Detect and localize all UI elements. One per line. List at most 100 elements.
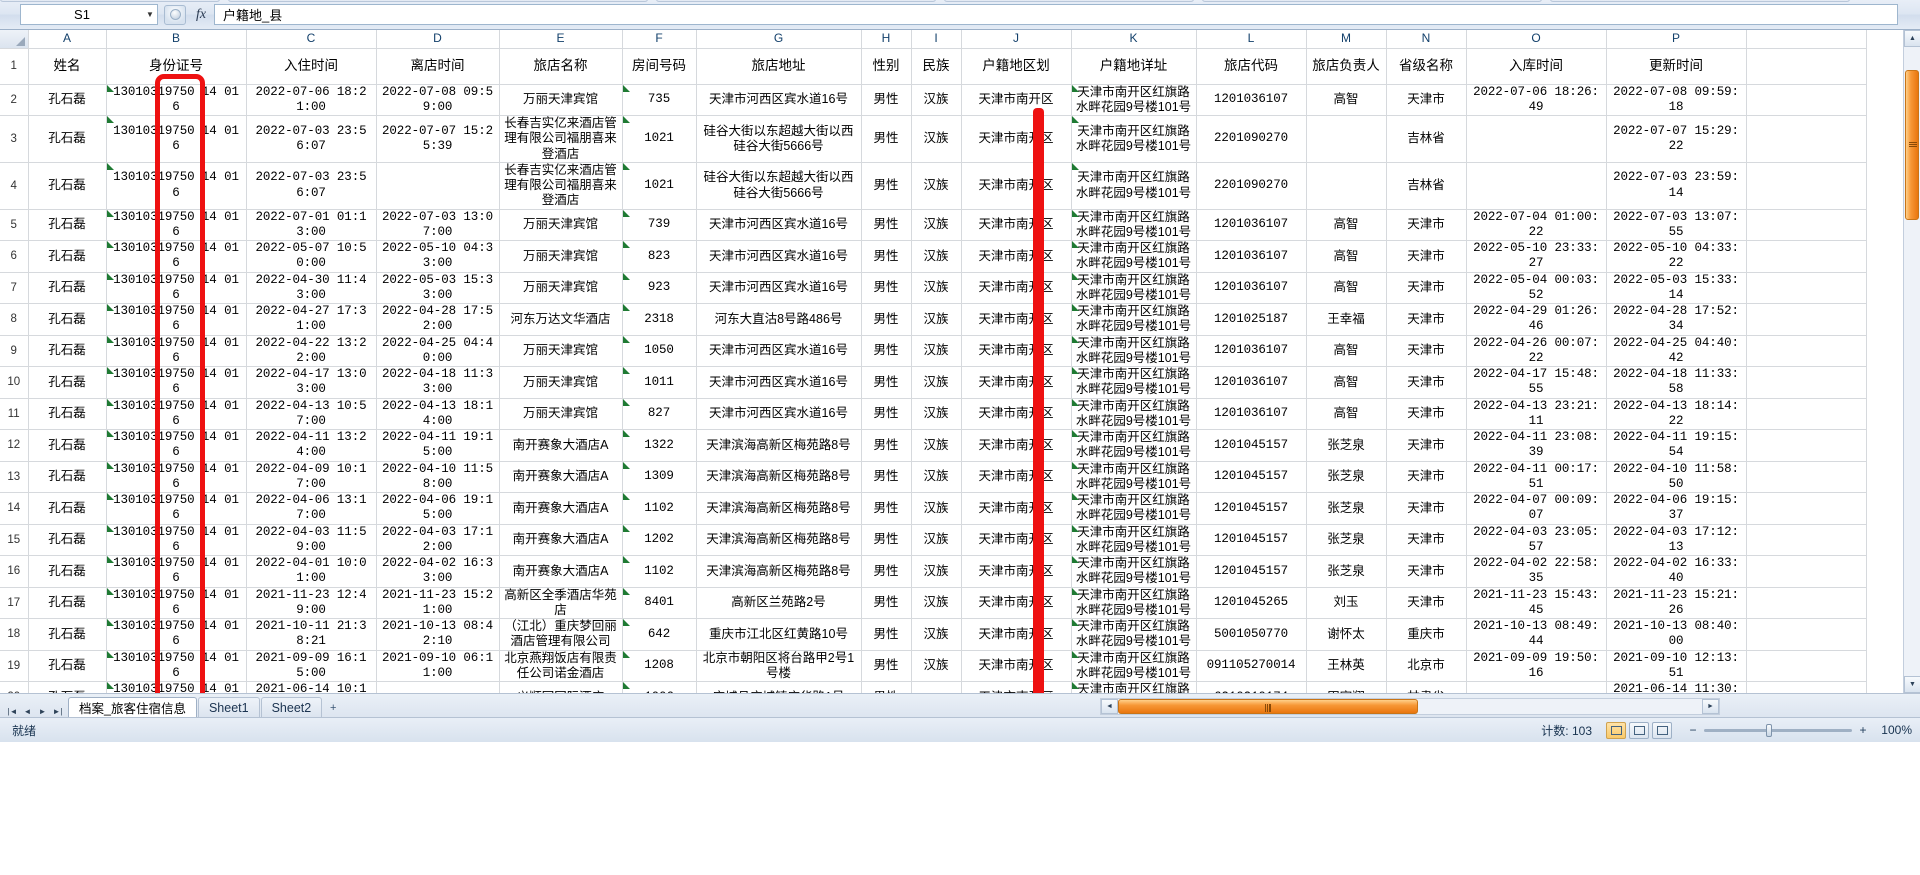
- cell-P9[interactable]: 2022-04-25 04:40:42: [1606, 335, 1747, 367]
- cell-L10[interactable]: 1201036107: [1196, 366, 1307, 399]
- cell-B2[interactable]: 13010319750 14 016: [106, 84, 247, 116]
- cell-O8[interactable]: 2022-04-29 01:26:46: [1466, 303, 1607, 336]
- cell-J18[interactable]: 天津市南开区: [961, 618, 1072, 651]
- cell-H17[interactable]: 男性: [861, 587, 912, 619]
- cell-P8[interactable]: 2022-04-28 17:52:34: [1606, 303, 1747, 336]
- cell-K17[interactable]: 天津市南开区红旗路水畔花园9号楼101号: [1071, 587, 1197, 619]
- cell-E10[interactable]: 万丽天津宾馆: [499, 366, 623, 399]
- cell-O15[interactable]: 2022-04-03 23:05:57: [1466, 524, 1607, 556]
- cell-O20[interactable]: [1466, 681, 1607, 693]
- header-cell-I1[interactable]: 民族: [911, 48, 962, 85]
- view-normal-button[interactable]: [1606, 721, 1626, 739]
- cell-L12[interactable]: 1201045157: [1196, 429, 1307, 462]
- header-cell-D1[interactable]: 离店时间: [376, 48, 500, 85]
- cell-L19[interactable]: 091105270014: [1196, 650, 1307, 682]
- cell-J4[interactable]: 天津市南开区: [961, 162, 1072, 210]
- cell-F12[interactable]: 1322: [622, 429, 697, 462]
- cell-P20[interactable]: 2021-06-14 11:30:38: [1606, 681, 1747, 693]
- cell-E11[interactable]: 万丽天津宾馆: [499, 398, 623, 430]
- cell-G14[interactable]: 天津滨海高新区梅苑路8号: [696, 492, 862, 525]
- cell-J7[interactable]: 天津市南开区: [961, 272, 1072, 304]
- cell-A6[interactable]: 孔石磊: [28, 240, 107, 273]
- column-header-D[interactable]: D: [376, 30, 500, 49]
- cell-L9[interactable]: 1201036107: [1196, 335, 1307, 367]
- cell-D13[interactable]: 2022-04-10 11:58:00: [376, 461, 500, 493]
- cell-spill-14[interactable]: [1746, 492, 1867, 525]
- cell-B18[interactable]: 13010319750 14 016: [106, 618, 247, 651]
- cell-I17[interactable]: 汉族: [911, 587, 962, 619]
- cell-B6[interactable]: 13010319750 14 016: [106, 240, 247, 273]
- cell-K5[interactable]: 天津市南开区红旗路水畔花园9号楼101号: [1071, 209, 1197, 241]
- row-header-15[interactable]: 15: [0, 524, 29, 556]
- cell-E8[interactable]: 河东万达文华酒店: [499, 303, 623, 336]
- cell-P3[interactable]: 2022-07-07 15:29:22: [1606, 115, 1747, 163]
- cell-A2[interactable]: 孔石磊: [28, 84, 107, 116]
- cell-F6[interactable]: 823: [622, 240, 697, 273]
- zoom-out-icon[interactable]: −: [1689, 723, 1697, 737]
- cell-C17[interactable]: 2021-11-23 12:49:00: [246, 587, 377, 619]
- cell-spill-20[interactable]: [1746, 681, 1867, 693]
- cell-F10[interactable]: 1011: [622, 366, 697, 399]
- cell-spill-12[interactable]: [1746, 429, 1867, 462]
- cell-C12[interactable]: 2022-04-11 13:24:00: [246, 429, 377, 462]
- cell-M7[interactable]: 高智: [1306, 272, 1387, 304]
- cell-K16[interactable]: 天津市南开区红旗路水畔花园9号楼101号: [1071, 555, 1197, 588]
- cell-M2[interactable]: 高智: [1306, 84, 1387, 116]
- column-header-P[interactable]: P: [1606, 30, 1747, 49]
- cell-A17[interactable]: 孔石磊: [28, 587, 107, 619]
- cell-H18[interactable]: 男性: [861, 618, 912, 651]
- column-header-G[interactable]: G: [696, 30, 862, 49]
- cell-N4[interactable]: 吉林省: [1386, 162, 1467, 210]
- header-cell-C1[interactable]: 入住时间: [246, 48, 377, 85]
- cell-G13[interactable]: 天津滨海高新区梅苑路8号: [696, 461, 862, 493]
- cell-B4[interactable]: 13010319750 14 016: [106, 162, 247, 210]
- cell-B14[interactable]: 13010319750 14 016: [106, 492, 247, 525]
- cell-B20[interactable]: 13010319750 14 016: [106, 681, 247, 693]
- sheet-tab-sheet1[interactable]: Sheet1: [197, 697, 260, 717]
- cell-I15[interactable]: 汉族: [911, 524, 962, 556]
- cell-F11[interactable]: 827: [622, 398, 697, 430]
- cell-G17[interactable]: 高新区兰苑路2号: [696, 587, 862, 619]
- cell-F8[interactable]: 2318: [622, 303, 697, 336]
- cell-I7[interactable]: 汉族: [911, 272, 962, 304]
- cell-I4[interactable]: 汉族: [911, 162, 962, 210]
- table-row[interactable]: 16 孔石磊 13010319750 14 016 2022-04-01 10:01:…: [0, 555, 1867, 588]
- column-header-K[interactable]: K: [1071, 30, 1197, 49]
- scroll-right-icon[interactable]: ►: [1702, 699, 1719, 714]
- chevron-down-icon[interactable]: ▼: [146, 10, 154, 19]
- cell-J14[interactable]: 天津市南开区: [961, 492, 1072, 525]
- cell-I8[interactable]: 汉族: [911, 303, 962, 336]
- cell-E3[interactable]: 长春吉实亿来酒店管理有限公司福朋喜来登酒店: [499, 115, 623, 163]
- cell-M20[interactable]: 田宇翔: [1306, 681, 1387, 693]
- row-header-4[interactable]: 4: [0, 162, 29, 210]
- vertical-scrollbar[interactable]: ▲ ▼: [1903, 30, 1920, 693]
- cell-D2[interactable]: 2022-07-08 09:59:00: [376, 84, 500, 116]
- cell-spill-2[interactable]: [1746, 84, 1867, 116]
- table-row[interactable]: 19 孔石磊 13010319750 14 016 2021-09-09 16:15:…: [0, 650, 1867, 682]
- row-header-11[interactable]: 11: [0, 398, 29, 430]
- cell-N18[interactable]: 重庆市: [1386, 618, 1467, 651]
- cell-L16[interactable]: 1201045157: [1196, 555, 1307, 588]
- cell-L6[interactable]: 1201036107: [1196, 240, 1307, 273]
- cell-I12[interactable]: 汉族: [911, 429, 962, 462]
- cell-F9[interactable]: 1050: [622, 335, 697, 367]
- column-header-E[interactable]: E: [499, 30, 623, 49]
- cell-C4[interactable]: 2022-07-03 23:56:07: [246, 162, 377, 210]
- table-row[interactable]: 11 孔石磊 13010319750 14 016 2022-04-13 10:57:…: [0, 398, 1867, 430]
- cell-D6[interactable]: 2022-05-10 04:33:00: [376, 240, 500, 273]
- cell-spill-11[interactable]: [1746, 398, 1867, 430]
- cell-F7[interactable]: 923: [622, 272, 697, 304]
- cell-G3[interactable]: 硅谷大街以东超越大街以西硅谷大街5666号: [696, 115, 862, 163]
- cell-E16[interactable]: 南开赛象大酒店A: [499, 555, 623, 588]
- column-header-I[interactable]: I: [911, 30, 962, 49]
- cell-H8[interactable]: 男性: [861, 303, 912, 336]
- cell-H15[interactable]: 男性: [861, 524, 912, 556]
- cell-H12[interactable]: 男性: [861, 429, 912, 462]
- cell-N14[interactable]: 天津市: [1386, 492, 1467, 525]
- row-header-5[interactable]: 5: [0, 209, 29, 241]
- cell-H11[interactable]: 男性: [861, 398, 912, 430]
- select-all-corner[interactable]: [0, 30, 29, 49]
- cell-L5[interactable]: 1201036107: [1196, 209, 1307, 241]
- header-cell-G1[interactable]: 旅店地址: [696, 48, 862, 85]
- cell-D7[interactable]: 2022-05-03 15:33:00: [376, 272, 500, 304]
